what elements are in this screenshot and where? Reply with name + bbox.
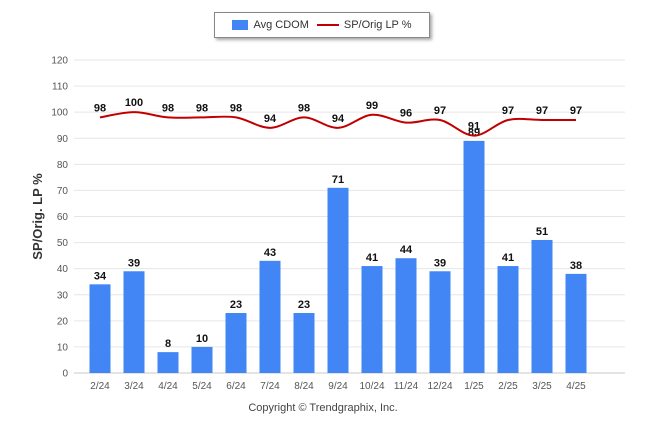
bar-value-label: 23 bbox=[298, 299, 310, 311]
y-tick-label: 10 bbox=[57, 342, 69, 353]
bar-9-24 bbox=[327, 187, 349, 373]
x-tick-label: 8/24 bbox=[294, 381, 314, 392]
bar-7-24 bbox=[259, 260, 281, 373]
x-tick-label: 1/25 bbox=[464, 381, 484, 392]
line-series-sp-orig-lp bbox=[99, 111, 576, 137]
y-tick-label: 80 bbox=[57, 160, 69, 171]
line-value-label: 98 bbox=[230, 102, 242, 114]
line-value-label: 97 bbox=[570, 105, 582, 117]
y-tick-label: 40 bbox=[57, 264, 69, 275]
bar-value-label: 38 bbox=[570, 260, 582, 272]
y-tick-label: 30 bbox=[57, 290, 69, 301]
legend-item-bar: Avg CDOM bbox=[232, 19, 309, 31]
bar-11-24 bbox=[395, 258, 417, 373]
legend-bar-label: Avg CDOM bbox=[253, 19, 309, 31]
line-value-label: 100 bbox=[125, 97, 143, 109]
y-tick-label: 70 bbox=[57, 186, 69, 197]
bar-1-25 bbox=[463, 140, 485, 373]
bar-5-24 bbox=[191, 346, 213, 373]
x-tick-label: 4/25 bbox=[566, 381, 586, 392]
bar-10-24 bbox=[361, 266, 383, 373]
line-value-label: 97 bbox=[502, 105, 514, 117]
line-value-label: 97 bbox=[434, 105, 446, 117]
bar-value-label: 41 bbox=[366, 252, 378, 264]
bar-value-label: 51 bbox=[536, 226, 548, 238]
x-tick-label: 2/24 bbox=[90, 381, 110, 392]
bar-value-label: 39 bbox=[128, 257, 140, 269]
y-tick-label: 110 bbox=[52, 82, 68, 93]
line-value-label: 98 bbox=[162, 102, 174, 114]
y-axis-title: SP/Orig. LP % bbox=[30, 173, 45, 260]
bar-value-label: 39 bbox=[434, 257, 446, 269]
x-tick-label: 3/25 bbox=[532, 381, 552, 392]
bar-value-label: 8 bbox=[165, 338, 171, 350]
legend-line-label: SP/Orig LP % bbox=[343, 19, 412, 31]
bar-3-24 bbox=[123, 271, 145, 373]
y-tick-label: 50 bbox=[57, 238, 69, 249]
y-tick-label: 60 bbox=[57, 212, 69, 223]
x-tick-label: 11/24 bbox=[394, 381, 419, 392]
x-tick-label: 5/24 bbox=[192, 381, 212, 392]
bar-value-label: 10 bbox=[196, 333, 208, 345]
bar-value-label: 34 bbox=[94, 270, 107, 282]
bar-2-24 bbox=[89, 284, 111, 373]
line-value-label: 99 bbox=[366, 100, 378, 112]
legend-item-line: SP/Orig LP % bbox=[316, 19, 412, 31]
bar-value-label: 71 bbox=[332, 174, 344, 186]
bar-value-label: 23 bbox=[230, 299, 242, 311]
bar-value-label: 44 bbox=[400, 244, 413, 256]
chart-legend: Avg CDOM SP/Orig LP % bbox=[214, 12, 430, 38]
y-tick-label: 20 bbox=[57, 316, 69, 327]
bar-6-24 bbox=[225, 313, 247, 373]
bar-2-25 bbox=[497, 266, 519, 373]
line-value-label: 96 bbox=[400, 108, 412, 120]
x-tick-label: 9/24 bbox=[328, 381, 348, 392]
line-value-label: 94 bbox=[332, 113, 345, 125]
x-tick-label: 10/24 bbox=[359, 381, 384, 392]
x-tick-label: 2/25 bbox=[498, 381, 518, 392]
y-tick-label: 0 bbox=[62, 369, 68, 380]
bar-3-25 bbox=[531, 239, 553, 373]
line-value-label: 97 bbox=[536, 105, 548, 117]
legend-bar-swatch bbox=[232, 20, 249, 30]
line-value-label: 94 bbox=[264, 113, 277, 125]
bar-value-label: 43 bbox=[264, 247, 276, 259]
bar-8-24 bbox=[293, 313, 315, 373]
y-tick-label: 120 bbox=[51, 56, 68, 67]
bar-value-label: 41 bbox=[502, 252, 514, 264]
x-tick-label: 3/24 bbox=[124, 381, 144, 392]
legend-line-swatch bbox=[316, 24, 339, 26]
x-tick-label: 4/24 bbox=[158, 381, 178, 392]
line-value-label: 98 bbox=[298, 102, 310, 114]
y-tick-label: 100 bbox=[51, 108, 68, 119]
y-tick-label: 90 bbox=[57, 134, 69, 145]
bar-12-24 bbox=[429, 271, 451, 373]
x-tick-label: 7/24 bbox=[260, 381, 280, 392]
line-value-label: 91 bbox=[468, 121, 480, 133]
x-tick-label: 6/24 bbox=[226, 381, 246, 392]
bar-4-25 bbox=[565, 273, 587, 373]
x-tick-label: 12/24 bbox=[427, 381, 452, 392]
line-value-label: 98 bbox=[94, 102, 106, 114]
bar-4-24 bbox=[157, 352, 179, 373]
copyright-text: Copyright © Trendgraphix, Inc. bbox=[248, 402, 398, 414]
line-value-label: 98 bbox=[196, 102, 208, 114]
